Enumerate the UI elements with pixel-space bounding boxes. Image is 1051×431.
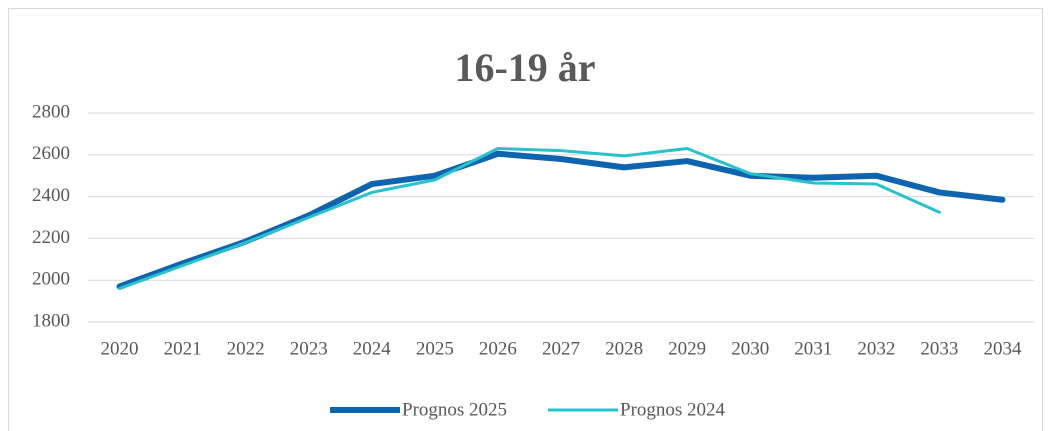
x-tick-label: 2029 xyxy=(668,338,706,359)
x-tick-label: 2025 xyxy=(416,338,454,359)
x-tick-label: 2032 xyxy=(857,338,895,359)
x-tick-label: 2020 xyxy=(101,338,139,359)
y-tick-label: 2200 xyxy=(32,227,70,248)
x-tick-label: 2028 xyxy=(605,338,643,359)
y-tick-label: 2800 xyxy=(32,101,70,122)
x-tick-label: 2023 xyxy=(290,338,328,359)
y-tick-label: 2400 xyxy=(32,185,70,206)
x-tick-label: 2022 xyxy=(227,338,265,359)
legend-label: Prognos 2025 xyxy=(402,399,507,420)
x-tick-label: 2024 xyxy=(353,338,392,359)
series-line xyxy=(118,147,941,291)
x-tick-label: 2021 xyxy=(164,338,202,359)
chart-title: 16-19 år xyxy=(454,45,595,90)
x-tick-label: 2033 xyxy=(920,338,958,359)
legend-label: Prognos 2024 xyxy=(620,399,726,420)
chart-frame xyxy=(8,8,1043,431)
x-tick-label: 2030 xyxy=(731,338,769,359)
y-tick-label: 1800 xyxy=(32,310,70,331)
x-tick-label: 2026 xyxy=(479,338,517,359)
x-tick-label: 2027 xyxy=(542,338,580,359)
y-tick-label: 2000 xyxy=(32,269,70,290)
y-tick-label: 2600 xyxy=(32,143,70,164)
x-tick-label: 2034 xyxy=(983,338,1022,359)
x-tick-label: 2031 xyxy=(794,338,832,359)
